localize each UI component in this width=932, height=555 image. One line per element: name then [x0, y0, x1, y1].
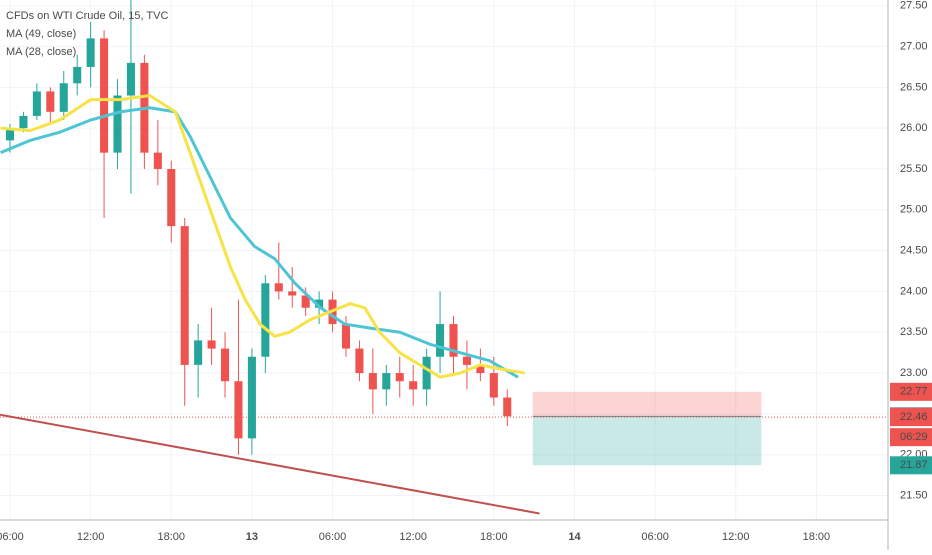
candle-body: [355, 348, 364, 374]
y-tick-label: 25.00: [900, 204, 928, 216]
candle-body: [462, 356, 471, 365]
candle-body: [489, 373, 498, 398]
ma-line: [0, 93, 525, 379]
candle-body: [247, 356, 256, 439]
y-tick-label: 26.00: [900, 122, 928, 134]
candle-body: [86, 38, 95, 67]
x-tick-label: 12:00: [722, 531, 750, 543]
x-tick-label: 18:00: [158, 531, 186, 543]
price-label-bg: [890, 456, 932, 475]
y-tick-label: 23.50: [900, 326, 928, 338]
target-zone: [532, 391, 762, 417]
legend-entry: MA (49, close): [6, 28, 76, 40]
candle-body: [449, 324, 458, 357]
candle-body: [126, 62, 135, 96]
candle-body: [167, 168, 176, 227]
candle-body: [288, 291, 297, 296]
candle-body: [5, 128, 15, 141]
x-tick-label: 14: [568, 531, 581, 543]
y-tick-label: 27.00: [900, 40, 928, 52]
x-tick-label: 12:00: [77, 531, 105, 543]
candle-body: [234, 381, 243, 439]
x-tick-label: 18:00: [803, 531, 831, 543]
candle-body: [368, 373, 377, 390]
candle-body: [207, 340, 216, 349]
candle-body: [220, 348, 230, 382]
x-tick-label: 06:00: [0, 531, 24, 543]
x-tick-label: 06:00: [641, 531, 669, 543]
y-tick-label: 24.00: [900, 285, 928, 297]
price-label: 22.77: [900, 386, 928, 398]
candle-body: [59, 83, 68, 112]
candle-body: [476, 364, 485, 374]
ma-line: [0, 106, 519, 379]
y-tick-label: 24.50: [900, 245, 928, 257]
countdown-bg: [890, 428, 932, 447]
candle-body: [46, 91, 55, 112]
stop-zone: [532, 416, 762, 466]
candle-body: [194, 340, 203, 365]
countdown: 06:29: [900, 431, 928, 443]
y-tick-label: 23.00: [900, 367, 928, 379]
candle-body: [261, 283, 270, 357]
price-label-bg: [890, 382, 932, 401]
candle-body: [395, 373, 404, 382]
candle-body: [153, 152, 162, 169]
price-label-bg: [890, 408, 932, 427]
price-label: 22.46: [900, 411, 928, 423]
y-tick-label: 27.50: [900, 0, 928, 12]
candle-body: [315, 299, 324, 308]
x-tick-label: 13: [246, 531, 258, 543]
candle-body: [503, 397, 512, 417]
candle-body: [73, 66, 82, 84]
candle-body: [180, 226, 189, 365]
candle-body: [19, 115, 28, 129]
x-tick-label: 12:00: [399, 531, 427, 543]
candle-body: [301, 295, 310, 308]
candle-body: [436, 324, 445, 357]
y-tick-label: 21.50: [900, 489, 928, 501]
candle-body: [341, 324, 351, 349]
y-tick-label: 25.50: [900, 163, 928, 175]
candle-body: [409, 381, 418, 390]
price-label: 21.87: [900, 459, 928, 471]
trend-line: [0, 413, 540, 515]
candle-body: [100, 38, 109, 153]
y-tick-label: 26.50: [900, 81, 928, 93]
candle-body: [382, 373, 391, 390]
candle-body: [113, 95, 122, 153]
chart-title: CFDs on WTI Crude Oil, 15, TVC: [6, 10, 168, 22]
candle-body: [274, 283, 283, 292]
x-tick-label: 06:00: [319, 531, 347, 543]
candle-body: [32, 91, 41, 116]
candle-body: [422, 356, 431, 390]
x-tick-label: 18:00: [480, 531, 508, 543]
legend-entry: MA (28, close): [6, 46, 76, 58]
